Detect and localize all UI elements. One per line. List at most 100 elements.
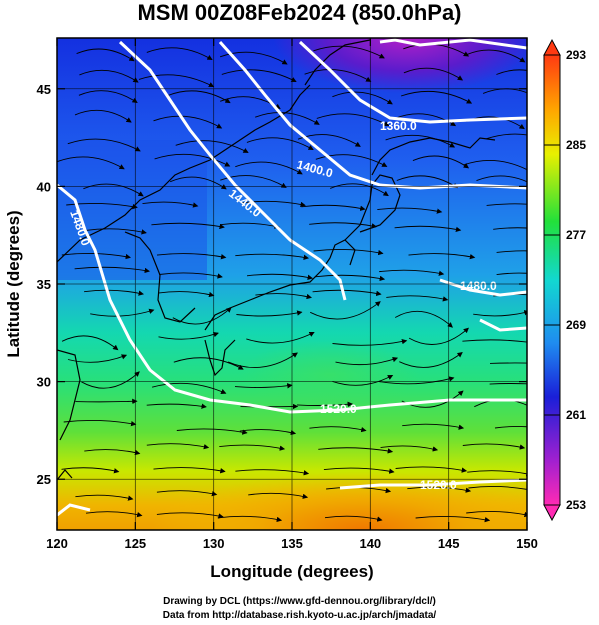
streamline — [67, 138, 141, 152]
streamline — [138, 74, 215, 88]
y-tick-label: 30 — [37, 375, 51, 390]
colorbar-label: 293 — [566, 48, 586, 62]
streamline — [158, 291, 215, 298]
streamline — [175, 140, 249, 153]
streamline — [486, 203, 527, 206]
streamline — [318, 447, 394, 454]
contour-label: 1480.0 — [460, 279, 497, 293]
streamline — [377, 207, 443, 214]
x-axis-label: Longitude (degrees) — [210, 562, 373, 581]
streamline — [316, 113, 390, 127]
streamline — [476, 175, 527, 183]
streamline — [394, 311, 453, 328]
streamline — [313, 45, 385, 59]
streamline — [324, 515, 383, 522]
colorbar: 293 285 277 269 261 253 — [543, 38, 586, 522]
map-title: MSM 00Z08Feb2024 (850.0hPa) — [137, 0, 462, 25]
streamline — [176, 428, 248, 435]
streamline — [85, 228, 147, 235]
streamline — [489, 362, 527, 364]
streamline — [74, 266, 150, 274]
contour-label: 1520.0 — [420, 478, 457, 492]
streamline — [246, 273, 313, 280]
streamline — [156, 490, 218, 497]
streamline — [236, 310, 303, 317]
streamline — [220, 175, 287, 188]
contour-label: 1360.0 — [380, 119, 417, 133]
streamline — [315, 154, 388, 167]
streamline — [83, 183, 144, 197]
streamline — [335, 357, 399, 366]
streamline — [314, 274, 386, 282]
streamline — [466, 511, 527, 518]
streamline — [61, 467, 120, 474]
streamline — [296, 401, 353, 408]
streamline — [462, 339, 527, 343]
x-tick-label: 140 — [359, 536, 381, 551]
streamline — [496, 250, 527, 253]
streamline — [219, 444, 286, 451]
streamline — [255, 112, 320, 125]
colorbar-label: 269 — [566, 318, 586, 332]
streamline — [323, 467, 395, 474]
streamline — [380, 445, 439, 452]
streamline — [463, 160, 527, 173]
streamline — [332, 338, 408, 346]
streamline — [151, 222, 225, 230]
streamline — [156, 512, 224, 519]
x-tick-label: 120 — [46, 536, 68, 551]
x-tick-label: 130 — [203, 536, 225, 551]
streamline — [386, 295, 449, 302]
streamline — [395, 466, 468, 473]
x-tick-label: 145 — [438, 536, 460, 551]
streamline — [408, 253, 476, 260]
colorbar-label: 261 — [566, 408, 586, 422]
streamline — [66, 203, 138, 210]
streamline — [159, 272, 223, 279]
y-tick-label: 40 — [37, 179, 51, 194]
y-axis-label: Latitude (degrees) — [4, 210, 23, 357]
streamline — [462, 443, 526, 450]
streamline — [227, 352, 298, 368]
streamline — [63, 420, 137, 427]
streamline — [151, 382, 227, 394]
streamline — [407, 486, 472, 493]
streamline — [466, 49, 526, 63]
streamline — [79, 69, 139, 83]
streamline — [385, 134, 456, 148]
streamline — [239, 429, 297, 436]
streamline — [146, 47, 213, 61]
streamline — [217, 515, 283, 523]
streamline — [402, 423, 465, 430]
streamline — [309, 301, 381, 320]
streamline — [493, 227, 527, 230]
streamline — [235, 253, 309, 260]
streamline — [61, 335, 119, 351]
streamline — [309, 426, 367, 433]
streamline — [246, 137, 314, 151]
streamline — [158, 331, 219, 340]
streamline — [75, 494, 134, 501]
streamline — [304, 69, 372, 82]
streamline — [486, 133, 527, 140]
streamline — [403, 67, 464, 81]
cold-core-region — [260, 38, 527, 148]
colorbar-label: 277 — [566, 228, 586, 242]
streamline — [81, 371, 140, 389]
streamline — [415, 516, 491, 523]
streamline — [408, 327, 469, 345]
streamline — [332, 374, 394, 386]
streamline — [400, 91, 473, 104]
streamline — [221, 69, 297, 83]
streamline — [75, 398, 138, 405]
streamline — [78, 90, 138, 103]
streamline — [146, 443, 210, 450]
streamline — [90, 308, 155, 317]
streamline — [246, 331, 315, 344]
streamline — [235, 161, 303, 175]
streamline — [379, 269, 445, 276]
streamline — [172, 307, 232, 325]
credit-data: Data from http://database.rish.kyoto-u.a… — [162, 610, 437, 621]
streamline — [153, 115, 223, 129]
